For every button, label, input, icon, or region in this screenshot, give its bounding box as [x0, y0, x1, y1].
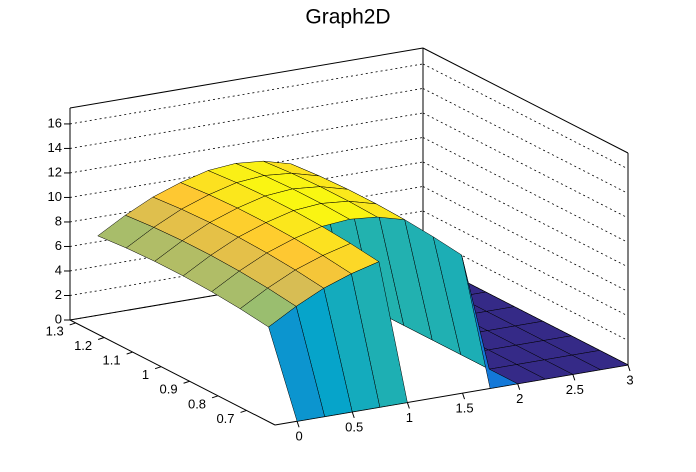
x-tick	[406, 402, 410, 409]
z-tick-label: 8	[55, 213, 62, 228]
x-tick-label: 0.5	[345, 419, 363, 434]
y-tick-label: 1.3	[46, 323, 64, 338]
y-tick	[211, 395, 219, 399]
z-tick-label: 12	[48, 164, 62, 179]
z-tick-label: 2	[55, 287, 62, 302]
z-tick-label: 0	[55, 311, 62, 326]
x-tick	[572, 374, 576, 381]
y-tick	[69, 322, 76, 326]
grid-line	[422, 186, 629, 292]
grid-line	[422, 88, 629, 194]
x-tick	[296, 421, 300, 428]
x-tick	[627, 364, 631, 372]
y-tick	[98, 337, 105, 340]
box-edge	[69, 47, 424, 109]
x-tick	[517, 383, 521, 390]
grid-line	[422, 161, 629, 268]
box-edge	[422, 47, 629, 154]
x-tick-label: 2	[516, 391, 523, 406]
x-tick-label: 0	[295, 429, 302, 444]
z-tick-label: 14	[48, 140, 62, 155]
grid-line	[422, 137, 629, 243]
x-tick-label: 3	[626, 372, 633, 387]
y-tick	[126, 351, 133, 355]
y-tick	[183, 380, 190, 384]
z-tick-label: 16	[48, 115, 62, 130]
x-tick-label: 1	[406, 410, 413, 425]
y-tick	[240, 409, 247, 413]
x-tick	[351, 411, 355, 419]
grid-line	[422, 63, 629, 170]
y-tick-label: 1.2	[74, 338, 92, 353]
grid-line	[422, 112, 629, 219]
surface-cell	[268, 305, 325, 422]
chart-title: Graph2D	[305, 6, 390, 29]
y-tick-label: 1.1	[103, 353, 121, 368]
surface-cell	[461, 254, 519, 389]
x-tick-label: 1.5	[455, 401, 473, 416]
grid-line	[422, 210, 629, 317]
y-tick-label: 0.8	[188, 396, 206, 411]
x-tick	[462, 392, 466, 400]
z-tick-label: 10	[48, 189, 62, 204]
x-tick-label: 2.5	[566, 382, 584, 397]
z-tick-label: 4	[55, 262, 62, 277]
y-tick	[154, 366, 162, 370]
y-tick-label: 0.7	[216, 411, 234, 426]
y-tick-label: 1	[142, 367, 149, 382]
y-tick-label: 0.9	[160, 382, 178, 397]
z-tick-label: 6	[55, 238, 62, 253]
grid-line	[422, 235, 629, 341]
